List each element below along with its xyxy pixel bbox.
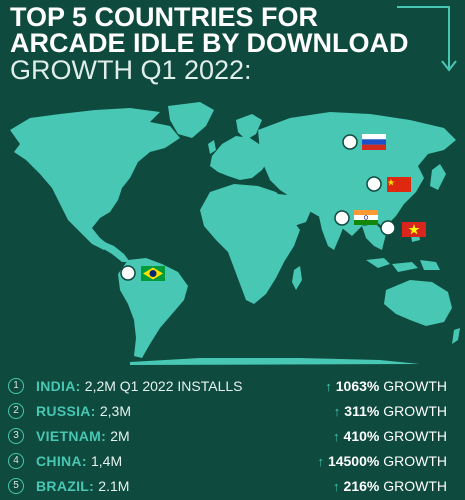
country-label: BRAZIL:	[36, 478, 95, 494]
country-label: CHINA:	[36, 453, 87, 469]
ranking-row-china: 4 CHINA: 1,4M ↑ 14500% GROWTH	[0, 449, 465, 473]
rank-badge: 3	[8, 428, 24, 444]
growth-stat: ↑ 1063% GROWTH	[325, 374, 447, 399]
growth-value: 311%	[344, 403, 380, 419]
continents	[10, 102, 460, 365]
marker-dot	[366, 176, 382, 192]
growth-stat: ↑ 216% GROWTH	[333, 474, 447, 499]
southeast-asia	[362, 224, 386, 250]
madagascar	[292, 266, 302, 290]
australia	[384, 280, 452, 326]
title-line-3: GROWTH Q1 2022:	[10, 55, 252, 85]
antarctica	[130, 358, 420, 365]
ranking-row-india: 1 INDIA: 2,2M Q1 2022 INSTALLS ↑ 1063% GR…	[0, 374, 465, 398]
growth-label: GROWTH	[383, 403, 447, 419]
up-arrow-icon: ↑	[333, 479, 340, 494]
rank-badge: 5	[8, 478, 24, 494]
country-detail: 2,3M	[99, 403, 131, 419]
growth-value: 216%	[343, 478, 380, 494]
uk	[208, 140, 216, 154]
japan	[430, 164, 446, 190]
corner-arrow-icon	[397, 6, 457, 72]
india-flag-icon	[354, 210, 378, 225]
country-detail: 2.1M	[98, 478, 130, 494]
marker-dot	[334, 210, 350, 226]
indonesia	[366, 258, 440, 272]
china-flag-icon	[387, 177, 411, 192]
world-map	[10, 102, 460, 365]
russia-flag-icon	[362, 134, 386, 150]
country-name: RUSSIA: 2,3M	[36, 399, 131, 423]
country-name: BRAZIL: 2.1M	[36, 474, 129, 498]
africa	[200, 184, 300, 304]
country-label: INDIA:	[36, 378, 81, 394]
country-label: RUSSIA:	[36, 403, 96, 419]
up-arrow-icon: ↑	[325, 379, 332, 394]
growth-label: GROWTH	[383, 428, 447, 444]
marker-dot	[120, 265, 136, 281]
title-line-1: TOP 5 COUNTRIES FOR	[10, 2, 319, 32]
south-america	[118, 258, 188, 358]
country-detail: 2M	[110, 428, 130, 444]
arabia	[278, 194, 312, 226]
growth-value: 410%	[343, 428, 380, 444]
country-name: INDIA: 2,2M Q1 2022 INSTALLS	[36, 374, 243, 398]
brazil-flag-icon	[141, 266, 165, 281]
scandinavia	[236, 114, 262, 140]
up-arrow-icon: ↑	[333, 404, 341, 419]
marker-china	[366, 176, 411, 192]
marker-russia	[342, 134, 386, 150]
title-line-2: ARCADE IDLE BY DOWNLOAD	[10, 28, 409, 58]
country-name: VIETNAM: 2M	[36, 424, 130, 448]
greenland	[168, 102, 214, 138]
country-label: VIETNAM:	[36, 428, 107, 444]
title-block: TOP 5 COUNTRIES FOR ARCADE IDLE BY DOWNL…	[10, 2, 409, 85]
marker-india	[334, 210, 378, 226]
growth-value: 1063%	[335, 378, 380, 394]
ranking-row-vietnam: 3 VIETNAM: 2M ↑ 410% GROWTH	[0, 424, 465, 448]
vietnam-flag-icon	[402, 222, 426, 237]
country-name: CHINA: 1,4M	[36, 449, 122, 473]
marker-vietnam	[380, 220, 426, 237]
growth-label: GROWTH	[383, 378, 447, 394]
growth-stat: ↑ 311% GROWTH	[334, 399, 447, 424]
marker-brazil	[120, 265, 165, 281]
marker-dot	[380, 220, 396, 236]
growth-stat: ↑ 14500% GROWTH	[317, 449, 447, 474]
growth-label: GROWTH	[383, 453, 447, 469]
country-detail: 2,2M Q1 2022 INSTALLS	[84, 378, 243, 394]
europe	[210, 136, 270, 180]
rank-badge: 4	[8, 453, 24, 469]
growth-value: 14500%	[327, 453, 380, 469]
ranking-row-brazil: 5 BRAZIL: 2.1M ↑ 216% GROWTH	[0, 474, 465, 498]
country-detail: 1,4M	[91, 453, 123, 469]
rank-badge: 1	[8, 378, 24, 394]
new-zealand	[452, 328, 460, 344]
up-arrow-icon: ↑	[317, 454, 324, 469]
rank-badge: 2	[8, 403, 24, 419]
growth-stat: ↑ 410% GROWTH	[333, 424, 447, 449]
north-america	[10, 108, 180, 250]
ranking-row-russia: 2 RUSSIA: 2,3M ↑ 311% GROWTH	[0, 399, 465, 423]
up-arrow-icon: ↑	[333, 429, 340, 444]
marker-dot	[342, 134, 358, 150]
growth-label: GROWTH	[383, 478, 447, 494]
central-america	[100, 240, 130, 262]
